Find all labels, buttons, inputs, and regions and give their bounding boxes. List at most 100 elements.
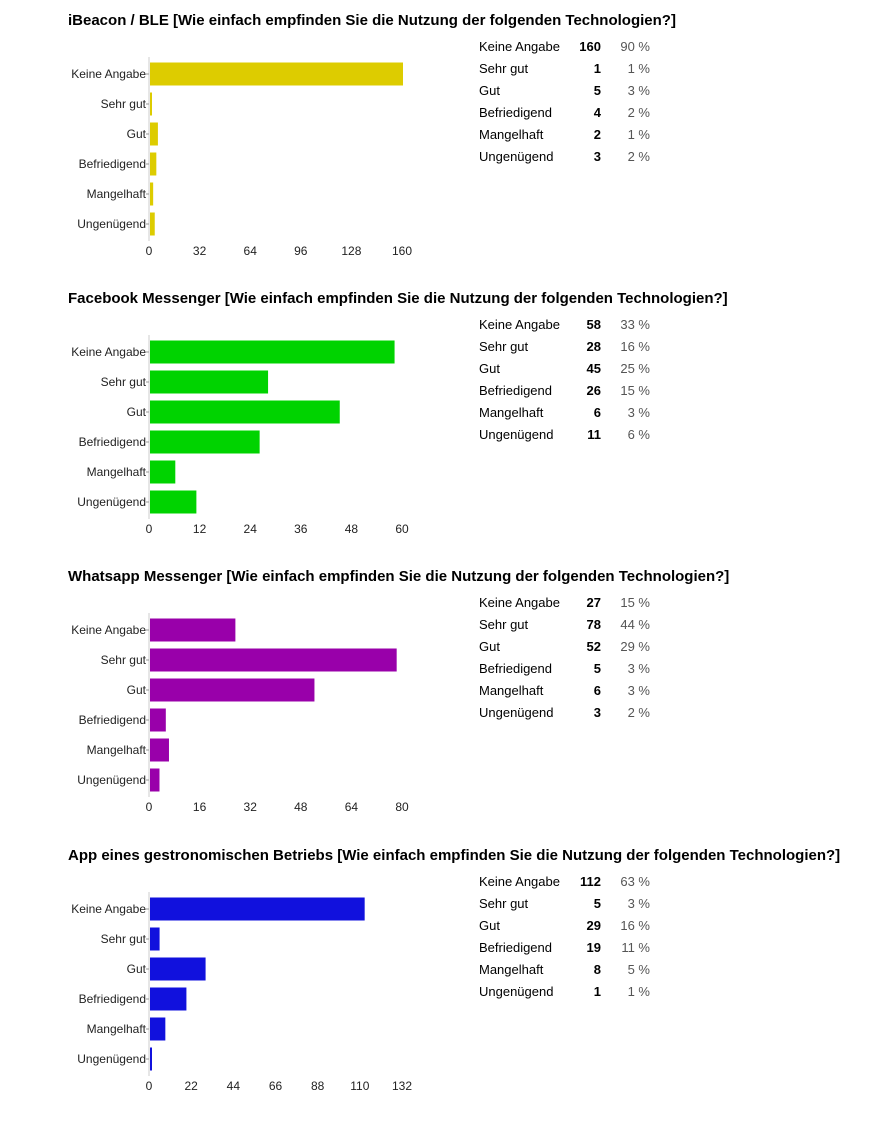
stats-row: Sehr gut 78 44 %: [479, 614, 650, 636]
stats-percent: 6 %: [601, 424, 650, 446]
stats-label: Mangelhaft: [479, 402, 571, 424]
stats-row: Befriedigend 4 2 %: [479, 102, 650, 124]
bar: [150, 153, 156, 176]
stats-table: Keine Angabe 27 15 % Sehr gut 78 44 % Gut 52 29 …: [479, 592, 650, 724]
bar: [150, 431, 260, 454]
category-label: Gut: [127, 683, 147, 697]
stats-label: Befriedigend: [479, 658, 571, 680]
x-tick-label: 22: [184, 1079, 198, 1093]
stats-percent: 15 %: [601, 380, 650, 402]
stats-row: Sehr gut 5 3 %: [479, 893, 650, 915]
stats-count: 3: [571, 146, 601, 168]
category-label: Mangelhaft: [87, 187, 147, 201]
stats-count: 52: [571, 636, 601, 658]
stats-percent: 2 %: [601, 146, 650, 168]
stats-count: 45: [571, 358, 601, 380]
x-tick-label: 48: [294, 800, 308, 814]
x-tick-label: 0: [146, 244, 153, 258]
category-label: Mangelhaft: [87, 1022, 147, 1036]
stats-label: Keine Angabe: [479, 314, 571, 336]
stats-label: Ungenügend: [479, 702, 571, 724]
bar: [150, 183, 153, 206]
stats-percent: 44 %: [601, 614, 650, 636]
stats-label: Keine Angabe: [479, 592, 571, 614]
x-tick-label: 132: [392, 1079, 412, 1093]
x-tick-label: 36: [294, 522, 308, 536]
stats-count: 5: [571, 658, 601, 680]
x-tick-label: 60: [395, 522, 409, 536]
x-tick-label: 16: [193, 800, 207, 814]
stats-percent: 5 %: [601, 959, 650, 981]
stats-percent: 33 %: [601, 314, 650, 336]
stats-percent: 25 %: [601, 358, 650, 380]
category-label: Keine Angabe: [71, 345, 146, 359]
stats-label: Sehr gut: [479, 614, 571, 636]
category-label: Ungenügend: [77, 495, 146, 509]
stats-percent: 29 %: [601, 636, 650, 658]
bar: [150, 769, 159, 792]
x-tick-label: 64: [345, 800, 359, 814]
stats-label: Ungenügend: [479, 146, 571, 168]
category-label: Befriedigend: [79, 992, 146, 1006]
x-tick-label: 80: [395, 800, 409, 814]
stats-percent: 15 %: [601, 592, 650, 614]
x-tick-label: 160: [392, 244, 412, 258]
chart-section-2: Facebook Messenger [Wie einfach empfinde…: [0, 290, 882, 568]
category-label: Sehr gut: [101, 375, 147, 389]
stats-percent: 3 %: [601, 402, 650, 424]
category-label: Befriedigend: [79, 157, 146, 171]
stats-row: Befriedigend 19 11 %: [479, 937, 650, 959]
bar: [150, 123, 158, 146]
stats-table: Keine Angabe 112 63 % Sehr gut 5 3 % Gut 29 16 %…: [479, 871, 650, 1003]
stats-count: 29: [571, 915, 601, 937]
stats-count: 5: [571, 80, 601, 102]
stats-percent: 2 %: [601, 102, 650, 124]
x-tick-label: 24: [244, 522, 258, 536]
stats-label: Gut: [479, 636, 571, 658]
stats-row: Gut 5 3 %: [479, 80, 650, 102]
stats-count: 3: [571, 702, 601, 724]
bar: [150, 958, 206, 981]
category-label: Gut: [127, 405, 147, 419]
chart-section-4: App eines gestronomischen Betriebs [Wie …: [0, 847, 882, 1125]
stats-percent: 2 %: [601, 702, 650, 724]
stats-label: Gut: [479, 915, 571, 937]
stats-label: Befriedigend: [479, 102, 571, 124]
stats-label: Befriedigend: [479, 380, 571, 402]
bar: [150, 491, 196, 514]
category-label: Mangelhaft: [87, 743, 147, 757]
stats-row: Keine Angabe 58 33 %: [479, 314, 650, 336]
stats-percent: 90 %: [601, 36, 650, 58]
category-label: Ungenügend: [77, 773, 146, 787]
stats-label: Mangelhaft: [479, 959, 571, 981]
stats-percent: 1 %: [601, 58, 650, 80]
stats-count: 28: [571, 336, 601, 358]
category-label: Sehr gut: [101, 653, 147, 667]
x-tick-label: 128: [341, 244, 361, 258]
stats-count: 26: [571, 380, 601, 402]
stats-count: 27: [571, 592, 601, 614]
stats-label: Sehr gut: [479, 336, 571, 358]
stats-row: Keine Angabe 27 15 %: [479, 592, 650, 614]
stats-row: Keine Angabe 160 90 %: [479, 36, 650, 58]
stats-count: 112: [571, 871, 601, 893]
bar: [150, 401, 340, 424]
stats-label: Gut: [479, 80, 571, 102]
stats-count: 2: [571, 124, 601, 146]
bar: [150, 928, 160, 951]
stats-row: Keine Angabe 112 63 %: [479, 871, 650, 893]
stats-row: Ungenügend 3 2 %: [479, 702, 650, 724]
category-label: Gut: [127, 127, 147, 141]
category-label: Ungenügend: [77, 1052, 146, 1066]
stats-percent: 3 %: [601, 680, 650, 702]
stats-count: 58: [571, 314, 601, 336]
stats-row: Mangelhaft 2 1 %: [479, 124, 650, 146]
x-tick-label: 44: [227, 1079, 241, 1093]
stats-label: Keine Angabe: [479, 871, 571, 893]
stats-label: Mangelhaft: [479, 680, 571, 702]
stats-count: 11: [571, 424, 601, 446]
category-label: Ungenügend: [77, 217, 146, 231]
stats-label: Sehr gut: [479, 58, 571, 80]
bar: [150, 898, 365, 921]
bar: [150, 63, 403, 86]
